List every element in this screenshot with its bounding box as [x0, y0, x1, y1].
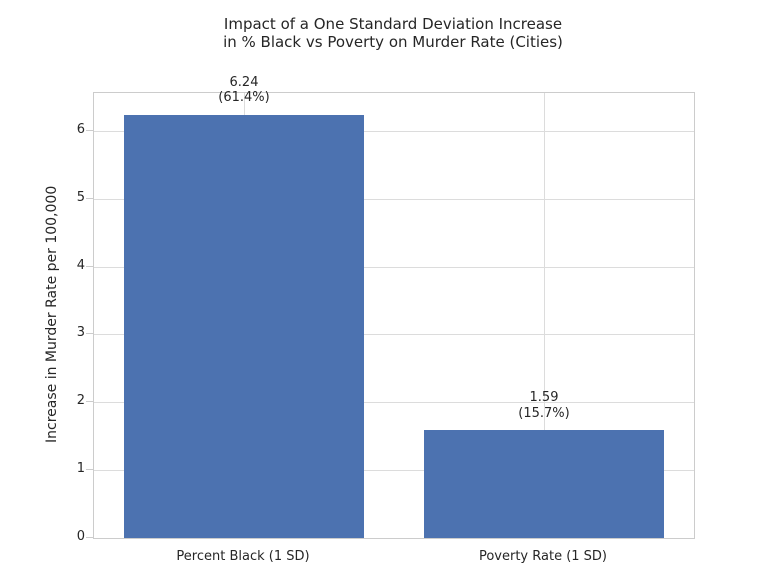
bar-annotation: 6.24 (61.4%) [164, 75, 324, 106]
grid-line-horizontal [94, 334, 694, 336]
grid-line-horizontal [94, 198, 694, 200]
bar-value-label: 1.59 [529, 390, 559, 406]
y-tick-mark [86, 333, 93, 335]
x-tick-label: Percent Black (1 SD) [176, 549, 310, 564]
y-tick-mark [86, 265, 93, 267]
bar-percent-label: (61.4%) [218, 90, 270, 106]
chart-title-line-2: in % Black vs Poverty on Murder Rate (Ci… [223, 32, 563, 51]
y-tick-label: 5 [76, 189, 85, 205]
y-tick-label: 6 [76, 121, 85, 137]
y-tick-label: 1 [76, 461, 85, 477]
y-tick-mark [86, 537, 93, 538]
grid-line-horizontal [94, 402, 694, 404]
y-tick-label: 2 [76, 393, 85, 409]
grid-line-horizontal [94, 470, 694, 472]
chart-title-line-1: Impact of a One Standard Deviation Incre… [223, 15, 563, 33]
chart-title: Impact of a One Standard Deviation Incre… [93, 15, 693, 51]
bar [424, 430, 664, 538]
y-tick-mark [86, 401, 93, 403]
grid-line-vertical [544, 93, 545, 538]
bar-annotation: 1.59 (15.7%) [464, 390, 624, 421]
grid-line-horizontal [94, 130, 694, 132]
bar-percent-label: (15.7%) [518, 405, 570, 421]
y-tick-label: 0 [76, 529, 85, 544]
x-tick-label: Poverty Rate (1 SD) [478, 549, 608, 564]
y-tick-label: 4 [76, 257, 85, 273]
y-tick-mark [86, 469, 93, 471]
y-tick-mark [86, 197, 93, 199]
bar [124, 114, 364, 538]
y-tick-label: 3 [76, 325, 85, 341]
bar-value-label: 6.24 [229, 74, 259, 90]
y-tick-mark [86, 129, 93, 131]
grid-line-horizontal [94, 266, 694, 268]
plot-area: 6.24 (61.4%) 1.59 (15.7%) [93, 75, 695, 539]
